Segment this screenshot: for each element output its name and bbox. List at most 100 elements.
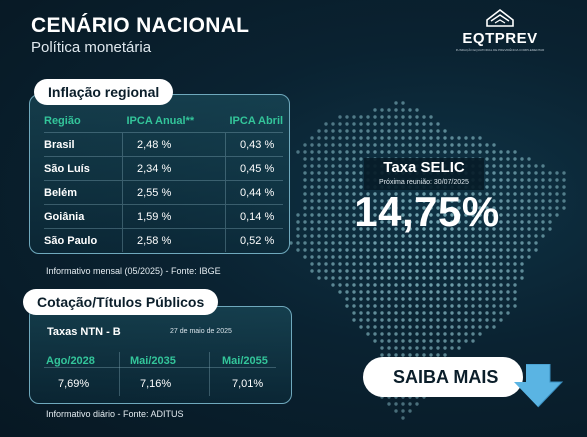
map-dot (373, 206, 377, 210)
map-dot (366, 199, 370, 203)
map-dot (359, 220, 363, 224)
map-dot (534, 213, 538, 217)
map-dot (429, 192, 433, 196)
map-dot (317, 241, 321, 245)
map-dot (380, 206, 384, 210)
map-dot (520, 269, 524, 273)
map-dot (415, 227, 419, 231)
map-dot (464, 325, 468, 329)
map-dot (450, 269, 454, 273)
map-dot (422, 304, 426, 308)
map-dot (380, 248, 384, 252)
map-dot (352, 255, 356, 259)
inflation-table-header: Região IPCA Anual** IPCA Abril (44, 110, 283, 133)
map-dot (457, 318, 461, 322)
map-dot (380, 234, 384, 238)
map-dot (534, 220, 538, 224)
map-dot (520, 171, 524, 175)
map-dot (478, 325, 482, 329)
map-dot (345, 192, 349, 196)
map-dot (317, 206, 321, 210)
map-dot (464, 143, 468, 147)
map-dot (450, 304, 454, 308)
bond-column-divider (209, 352, 210, 396)
map-dot (527, 185, 531, 189)
map-dot (408, 150, 412, 154)
map-dot (331, 248, 335, 252)
map-dot (464, 262, 468, 266)
map-dot (324, 269, 328, 273)
map-dot (352, 220, 356, 224)
map-dot (471, 283, 475, 287)
map-dot (324, 136, 328, 140)
map-dot (394, 129, 398, 133)
map-dot (457, 136, 461, 140)
map-dot (464, 199, 468, 203)
map-dot (492, 325, 496, 329)
map-dot (471, 304, 475, 308)
map-dot (401, 199, 405, 203)
map-dot (506, 157, 510, 161)
map-dot (401, 234, 405, 238)
map-dot (422, 353, 426, 357)
map-dot (345, 157, 349, 161)
map-dot (366, 241, 370, 245)
map-dot (457, 269, 461, 273)
map-dot (331, 269, 335, 273)
map-dot (422, 199, 426, 203)
map-dot (527, 206, 531, 210)
map-dot (555, 178, 559, 182)
map-dot (450, 248, 454, 252)
map-dot (478, 332, 482, 336)
map-dot (415, 192, 419, 196)
map-dot (373, 122, 377, 126)
map-dot (485, 206, 489, 210)
map-dot (408, 318, 412, 322)
map-dot (380, 304, 384, 308)
map-dot (408, 199, 412, 203)
map-dot (513, 262, 517, 266)
map-dot (485, 297, 489, 301)
map-dot (345, 304, 349, 308)
map-dot (317, 276, 321, 280)
map-dot (513, 171, 517, 175)
map-dot (345, 171, 349, 175)
map-dot (401, 283, 405, 287)
map-dot (520, 220, 524, 224)
map-dot (450, 346, 454, 350)
map-dot (429, 122, 433, 126)
map-dot (324, 164, 328, 168)
map-dot (387, 129, 391, 133)
map-dot (373, 318, 377, 322)
map-dot (436, 269, 440, 273)
map-dot (387, 220, 391, 224)
map-dot (324, 262, 328, 266)
map-dot (345, 178, 349, 182)
map-dot (485, 234, 489, 238)
map-dot (492, 185, 496, 189)
map-dot (443, 269, 447, 273)
map-dot (352, 234, 356, 238)
map-dot (443, 234, 447, 238)
map-dot (331, 262, 335, 266)
bonds-panel (29, 306, 292, 404)
map-dot (401, 248, 405, 252)
map-dot (373, 143, 377, 147)
map-dot (401, 143, 405, 147)
map-dot (513, 185, 517, 189)
map-dot (422, 227, 426, 231)
map-dot (338, 206, 342, 210)
map-dot (499, 150, 503, 154)
map-dot (506, 269, 510, 273)
map-dot (380, 150, 384, 154)
map-dot (422, 220, 426, 224)
map-dot (394, 290, 398, 294)
map-dot (429, 346, 433, 350)
map-dot (422, 332, 426, 336)
arrow-down-icon[interactable] (512, 364, 564, 408)
saiba-mais-button[interactable]: SAIBA MAIS (363, 357, 523, 397)
map-dot (303, 255, 307, 259)
map-dot (422, 213, 426, 217)
map-dot (338, 283, 342, 287)
map-dot (513, 283, 517, 287)
